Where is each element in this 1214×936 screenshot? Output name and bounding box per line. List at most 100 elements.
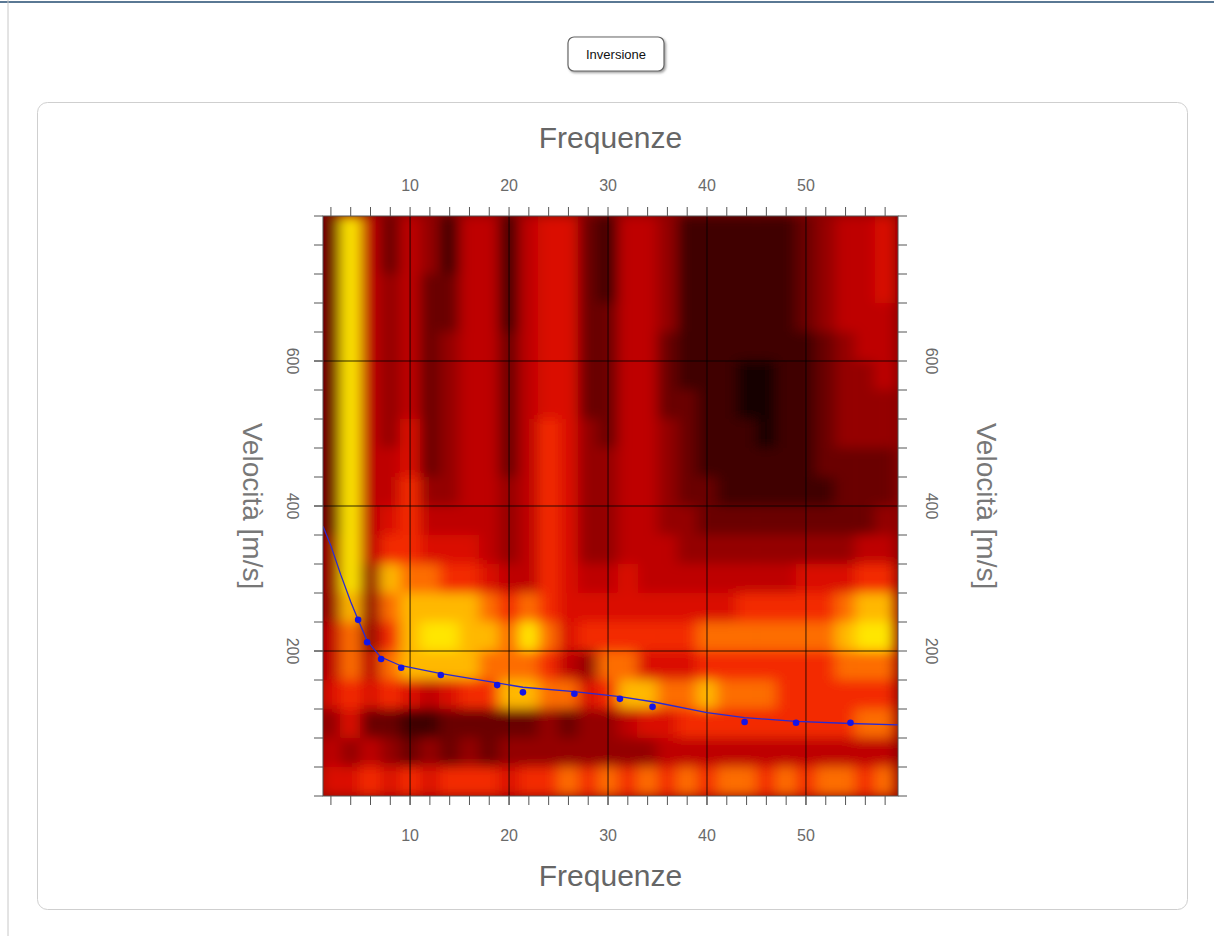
heat-cell <box>736 245 756 275</box>
heat-cell <box>717 709 737 739</box>
y-axis-title: Velocità [m/s] <box>971 423 1002 590</box>
heat-cell <box>360 564 380 594</box>
x-tick-label: 10 <box>401 177 419 194</box>
heat-cell <box>558 477 578 507</box>
button-label[interactable]: Inversione <box>586 47 646 62</box>
heat-cell <box>618 216 638 245</box>
heat-cell <box>776 361 796 391</box>
heat-cell <box>558 303 578 333</box>
heat-cell <box>736 564 756 594</box>
tick-mark <box>314 361 323 362</box>
heat-cell <box>420 738 440 768</box>
heat-cell <box>459 651 479 681</box>
tick-mark <box>898 767 907 768</box>
picked-point <box>617 696 624 703</box>
heat-cell <box>341 680 361 710</box>
tick-mark <box>469 796 470 805</box>
heat-cell <box>479 245 499 275</box>
heat-cell <box>420 419 440 449</box>
heat-cell <box>439 622 459 652</box>
heat-cell <box>875 303 895 333</box>
heat-cell <box>360 767 380 796</box>
heat-cell <box>756 564 776 594</box>
tick-mark <box>350 207 351 216</box>
heat-cell <box>637 593 657 623</box>
heat-cell <box>736 651 756 681</box>
heat-cell <box>558 216 578 245</box>
heat-cell <box>816 651 836 681</box>
heat-cell <box>360 622 380 652</box>
tick-mark <box>608 207 609 216</box>
tick-mark <box>350 796 351 805</box>
heat-cell <box>479 738 499 768</box>
heat-cell <box>439 361 459 391</box>
heat-cell <box>816 506 836 536</box>
heat-cell <box>558 419 578 449</box>
heat-cell <box>717 651 737 681</box>
heat-cell <box>360 245 380 275</box>
heat-cell <box>835 477 855 507</box>
heat-cell <box>459 535 479 565</box>
heat-cell <box>835 303 855 333</box>
heat-cell <box>677 419 697 449</box>
heat-cell <box>717 767 737 796</box>
heat-cell <box>360 477 380 507</box>
heat-cell <box>538 709 558 739</box>
heat-cell <box>835 419 855 449</box>
heat-cell <box>875 332 895 362</box>
heat-cell <box>618 390 638 420</box>
heat-cell <box>756 390 776 420</box>
tick-mark <box>548 796 549 805</box>
tick-mark <box>390 796 391 805</box>
heat-cell <box>323 651 341 681</box>
heat-cell <box>717 419 737 449</box>
tick-mark <box>314 216 323 217</box>
heat-cell <box>835 680 855 710</box>
heat-cell <box>538 593 558 623</box>
heat-cell <box>677 738 697 768</box>
y-tick-label: 400 <box>923 493 940 520</box>
heat-cell <box>479 651 499 681</box>
fit-curve <box>323 526 898 725</box>
heat-cell <box>538 622 558 652</box>
heat-cell <box>736 332 756 362</box>
heat-cell <box>439 593 459 623</box>
tick-mark <box>528 796 529 805</box>
heat-cell <box>479 390 499 420</box>
tick-mark <box>898 303 907 304</box>
heat-cell <box>341 274 361 304</box>
heat-cell <box>657 535 677 565</box>
heat-cell <box>323 274 341 304</box>
heat-cell <box>578 419 598 449</box>
heat-cell <box>835 767 855 796</box>
heat-cell <box>459 390 479 420</box>
tick-mark <box>528 207 529 216</box>
heat-cell <box>519 390 539 420</box>
tick-mark <box>314 767 323 768</box>
button[interactable]: Inversione <box>568 37 664 71</box>
heat-cell <box>558 245 578 275</box>
heat-cell <box>538 303 558 333</box>
heat-cell <box>578 361 598 391</box>
heat-cell <box>578 216 598 245</box>
tick-mark <box>898 796 907 797</box>
tick-mark <box>314 274 323 275</box>
heat-cell <box>618 738 638 768</box>
heat-cell <box>736 303 756 333</box>
heat-cell <box>459 477 479 507</box>
heat-cell <box>677 622 697 652</box>
tick-mark <box>627 796 628 805</box>
heat-cell <box>360 274 380 304</box>
heat-cell <box>736 390 756 420</box>
heat-cell <box>578 448 598 478</box>
heat-cell <box>736 622 756 652</box>
heat-cell <box>519 709 539 739</box>
heat-cell <box>756 274 776 304</box>
heat-cell <box>677 390 697 420</box>
heat-cell <box>618 245 638 275</box>
button-box[interactable] <box>568 37 664 71</box>
y-tick-label: 200 <box>923 638 940 665</box>
heat-cell <box>380 303 400 333</box>
heat-cell <box>439 216 459 245</box>
tick-mark <box>429 207 430 216</box>
